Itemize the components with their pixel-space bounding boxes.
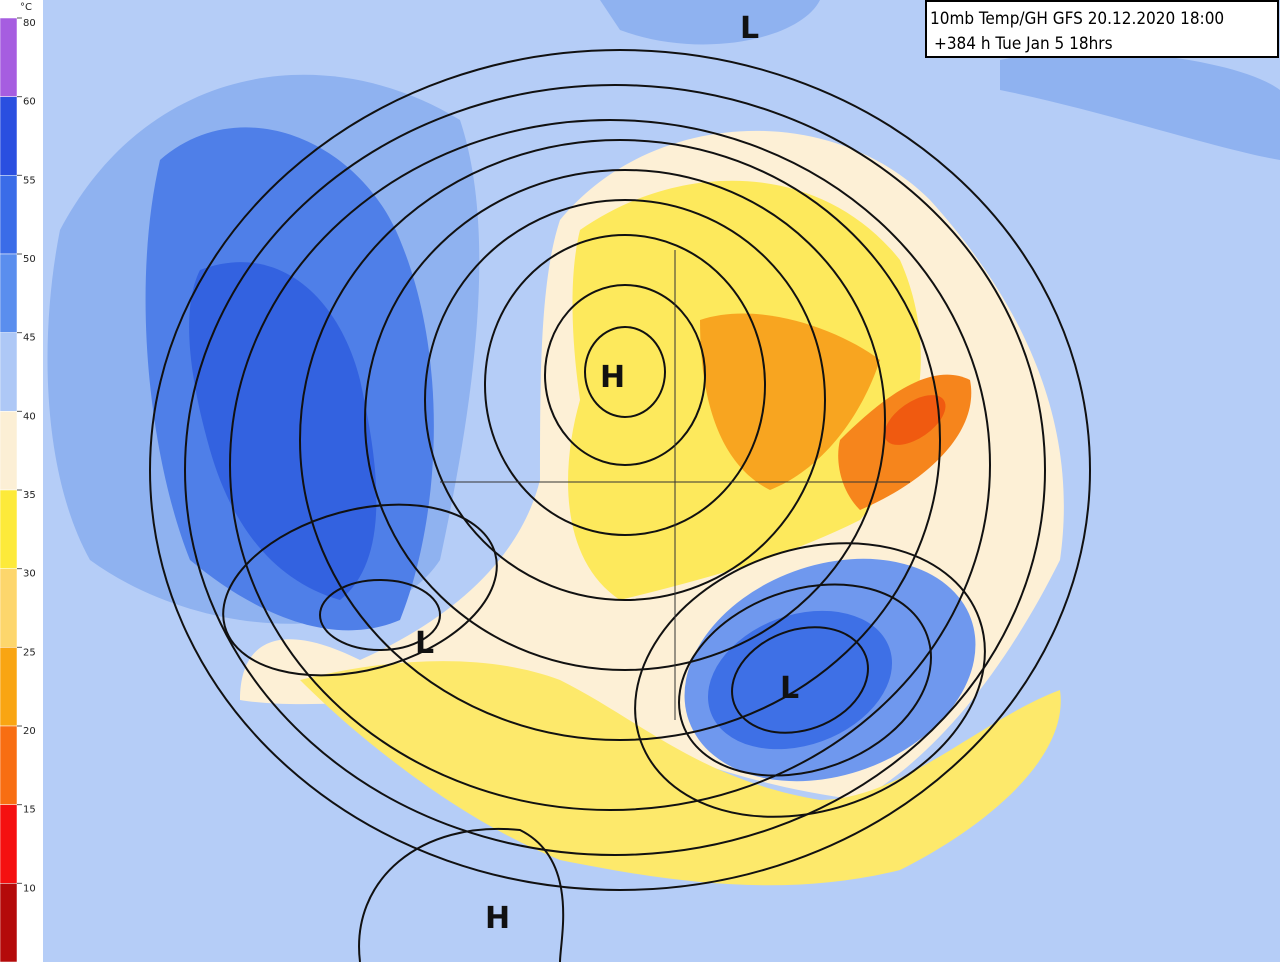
pressure-label: H	[600, 360, 625, 395]
legend-label: 40	[23, 411, 36, 422]
pressure-label: L	[740, 11, 759, 46]
legend-swatch	[0, 725, 18, 805]
pressure-label: H	[485, 901, 510, 936]
contour-line	[184, 84, 1046, 856]
legend-label: 30	[23, 569, 36, 580]
legend-swatch	[0, 489, 18, 569]
contour-line	[319, 579, 441, 651]
hot-area	[700, 313, 880, 490]
contour-line	[222, 503, 498, 677]
legend-swatch	[0, 175, 18, 255]
pressure-label: L	[780, 671, 799, 706]
pressure-labels: L H L L H	[415, 11, 799, 936]
legend-swatch	[0, 96, 18, 176]
legend-swatch	[0, 647, 18, 727]
contour-line	[678, 583, 932, 777]
cold-area	[1000, 51, 1280, 160]
legend: °C 80 60 55 50 45 40 35 30 25 20 15 10	[0, 0, 43, 962]
contour-line	[634, 542, 986, 818]
contour-line	[544, 284, 706, 466]
legend-label: 15	[23, 805, 36, 816]
legend-swatch	[0, 568, 18, 648]
legend-swatch	[0, 883, 18, 962]
contour-line	[299, 139, 941, 741]
contour-line	[149, 49, 1091, 891]
legend-swatch	[0, 332, 18, 412]
legend-unit: °C	[20, 2, 32, 13]
title-box	[925, 0, 1279, 58]
legend-label: 35	[23, 490, 36, 501]
legend-label: 60	[23, 97, 36, 108]
legend-label: 25	[23, 647, 36, 658]
cold-area	[600, 0, 820, 45]
legend-label: 20	[23, 726, 36, 737]
contour-line	[364, 169, 886, 671]
legend-label: 10	[23, 883, 36, 894]
contour-line	[731, 626, 869, 734]
legend-swatch	[0, 804, 18, 884]
contour-line	[484, 234, 766, 536]
contour-line	[424, 199, 826, 601]
pressure-label: L	[415, 626, 434, 661]
legend-label: 45	[23, 333, 36, 344]
title-line: 10mb Temp/GH GFS 20.12.2020 18:00	[930, 9, 1224, 29]
cold-vortex-core	[708, 610, 892, 750]
contour-line	[358, 827, 565, 962]
legend-swatch	[0, 253, 18, 333]
legend-label: 80	[23, 18, 36, 29]
legend-label: 55	[23, 175, 36, 186]
title-line: +384 h Tue Jan 5 18hrs	[934, 34, 1113, 54]
hottest-area	[884, 395, 946, 445]
contours	[149, 49, 1091, 962]
legend-swatch	[0, 17, 18, 97]
legend-swatch	[0, 411, 18, 491]
legend-label: 50	[23, 254, 36, 265]
warm-band	[300, 661, 1061, 886]
contour-line	[584, 326, 666, 418]
contour-line	[229, 119, 991, 811]
